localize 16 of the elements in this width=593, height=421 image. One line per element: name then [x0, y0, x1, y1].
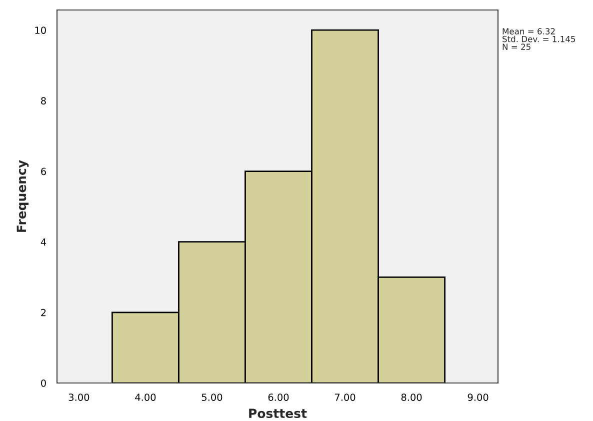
x-tick-label: 8.00	[401, 394, 422, 401]
text: Mean = 6.32 Std. Dev. = 1.145 N = 25	[502, 28, 576, 50]
x-tick-label: 7.00	[334, 394, 356, 401]
x-tick-label: 4.00	[135, 394, 156, 401]
y-axis-title: Frequency	[16, 160, 29, 232]
x-tick-label: 9.00	[468, 394, 488, 401]
y-tick-label: 10	[35, 26, 46, 34]
y-tick-label: 4	[40, 238, 46, 246]
x-axis-title: Posttest	[249, 408, 307, 418]
x-tick-label: 5.00	[202, 394, 222, 401]
y-tick-label: 6	[41, 168, 46, 176]
y-tick-label: 0	[41, 379, 46, 387]
x-tick-label: 6.00	[268, 394, 289, 401]
y-tick-label: 2	[41, 308, 46, 316]
y-tick-label: 8	[41, 97, 46, 105]
x-tick-label: 3.00	[68, 394, 90, 401]
